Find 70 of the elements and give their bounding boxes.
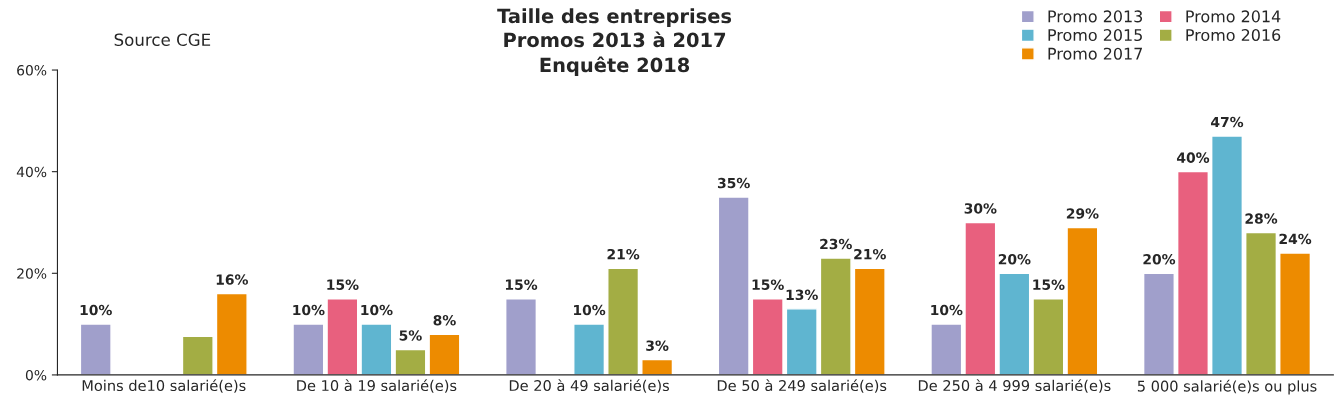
x-tick-label: De 20 à 49 salarié(e)s <box>509 379 669 393</box>
y-tick-label: 20% <box>17 268 47 279</box>
data-label: 15% <box>1033 279 1065 290</box>
x-tick-label: De 50 à 249 salarié(e)s <box>717 379 887 393</box>
bar <box>326 298 359 375</box>
bar <box>964 221 997 375</box>
bar <box>505 298 538 375</box>
legend-label: Promo 2015 <box>1048 28 1142 42</box>
bar <box>1176 170 1209 375</box>
x-tick-label: De 250 à 4 999 salarié(e)s <box>918 379 1111 393</box>
data-label: 15% <box>327 279 359 290</box>
data-label: 28% <box>1245 213 1278 224</box>
bar <box>215 292 248 375</box>
y-tick-label: 60% <box>17 65 47 76</box>
data-label: 13% <box>786 289 818 301</box>
bar <box>1210 135 1244 375</box>
bar <box>573 323 606 375</box>
x-tick-label: Moins de10 salarié(e)s <box>82 379 246 393</box>
bar <box>607 267 640 375</box>
legend-label: Promo 2013 <box>1048 10 1143 23</box>
data-label: 47% <box>1211 116 1244 128</box>
bar <box>641 358 674 375</box>
data-label: 15% <box>752 279 784 290</box>
y-tick-label: 0% <box>25 369 47 381</box>
bar <box>717 196 750 375</box>
bar <box>292 323 325 375</box>
x-tick-label: 5 000 salarié(e)s ou plus <box>1137 379 1317 395</box>
bar <box>1032 298 1065 375</box>
bar <box>79 323 112 375</box>
data-label: 10% <box>361 304 393 316</box>
bar <box>428 333 461 375</box>
bar <box>1066 226 1099 375</box>
data-label: 16% <box>216 274 248 285</box>
data-label: 8% <box>433 314 456 326</box>
data-label: 21% <box>854 248 886 260</box>
bar <box>930 323 963 375</box>
bar <box>1142 272 1175 375</box>
data-label: 24% <box>1279 233 1312 245</box>
data-label: 20% <box>1143 254 1176 265</box>
legend-label: Promo 2016 <box>1186 28 1281 42</box>
bar <box>998 272 1031 375</box>
data-label: 30% <box>964 203 997 214</box>
data-label: 23% <box>820 238 852 250</box>
bar <box>394 348 427 375</box>
bar <box>181 335 214 375</box>
bar <box>1279 252 1312 375</box>
source-note: Source CGE <box>114 33 211 47</box>
bar <box>819 257 852 375</box>
data-label: 10% <box>293 304 325 316</box>
y-tick-label: 40% <box>16 166 47 178</box>
bar <box>360 323 393 375</box>
data-label: 21% <box>607 248 640 260</box>
bar <box>1245 231 1278 375</box>
bar <box>751 298 784 375</box>
bar <box>785 308 818 375</box>
data-label: 3% <box>646 340 669 351</box>
data-label: 20% <box>998 254 1031 265</box>
data-label: 35% <box>717 177 750 189</box>
bar <box>853 267 886 375</box>
x-tick-label: De 10 à 19 salarié(e)s <box>297 379 457 393</box>
data-label: 10% <box>931 304 963 316</box>
data-label: 5% <box>399 330 422 341</box>
data-label: 10% <box>80 304 112 316</box>
data-label: 29% <box>1066 208 1099 219</box>
data-label: 15% <box>505 279 538 290</box>
data-label: 40% <box>1176 152 1210 163</box>
chart-title: Taille des entreprises Promos 2013 à 2017 Enquête 2018 <box>497 8 732 77</box>
data-label: 10% <box>574 304 606 316</box>
legend-label: Promo 2017 <box>1048 47 1142 60</box>
legend-label: Promo 2014 <box>1186 10 1281 23</box>
